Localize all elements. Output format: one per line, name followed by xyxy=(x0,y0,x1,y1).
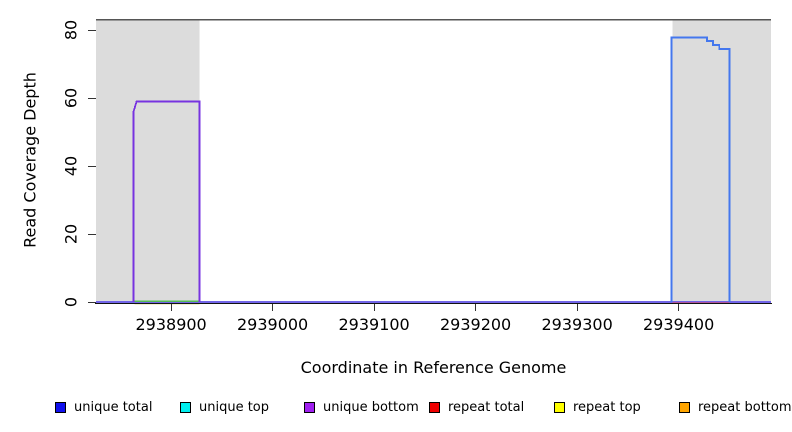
legend-label: unique top xyxy=(199,400,270,415)
y-axis-title: Read Coverage Depth xyxy=(20,72,40,248)
x-tick-label: 2938900 xyxy=(135,315,207,334)
legend-label: unique bottom xyxy=(323,400,419,415)
legend-item-unique-total: unique total xyxy=(55,400,152,415)
y-tick-label: 40 xyxy=(61,155,81,177)
legend-item-repeat-total: repeat total xyxy=(429,400,524,415)
right-gray-region xyxy=(672,20,771,303)
y-tick xyxy=(88,302,96,303)
chart-svg xyxy=(96,19,771,305)
x-tick-label: 2939300 xyxy=(541,315,613,334)
x-tick xyxy=(576,304,578,311)
plot-area xyxy=(96,19,771,305)
x-tick-label: 2939000 xyxy=(236,315,309,334)
legend-swatch-icon xyxy=(679,402,690,413)
legend-swatch-icon xyxy=(304,402,315,413)
y-tick-label: 0 xyxy=(61,296,81,308)
x-tick xyxy=(678,304,680,311)
legend-swatch-icon xyxy=(429,402,440,413)
y-tick xyxy=(88,166,96,167)
legend-swatch-icon xyxy=(180,402,191,413)
x-axis-line xyxy=(95,303,772,304)
y-tick xyxy=(88,234,96,235)
series-line-unique-bottom-block xyxy=(132,100,201,302)
legend-label: repeat top xyxy=(573,400,641,415)
legend-item-repeat-bottom: repeat bottom xyxy=(679,400,792,415)
series-line-unique-total-block xyxy=(670,36,731,302)
x-tick xyxy=(272,304,274,311)
legend-swatch-icon xyxy=(554,402,565,413)
x-tick xyxy=(373,304,375,311)
x-axis-title: Coordinate in Reference Genome xyxy=(300,358,567,377)
legend-item-unique-bottom: unique bottom xyxy=(304,400,419,415)
x-tick-label: 2939100 xyxy=(338,315,410,334)
legend-item-unique-top: unique top xyxy=(180,400,269,415)
legend-item-repeat-top: repeat top xyxy=(554,400,641,415)
legend-label: repeat total xyxy=(448,400,525,415)
left-gray-region xyxy=(96,20,200,303)
legend: unique total unique top unique bottom repea… xyxy=(0,400,792,422)
y-tick-label: 80 xyxy=(61,19,81,41)
y-tick xyxy=(88,98,96,99)
y-tick-label: 60 xyxy=(61,87,81,109)
x-tick-label: 2939400 xyxy=(642,315,715,334)
legend-label: repeat bottom xyxy=(698,400,792,415)
y-tick-label: 20 xyxy=(61,223,81,245)
x-tick-label: 2939200 xyxy=(439,315,512,334)
y-tick xyxy=(88,30,96,31)
x-tick xyxy=(170,304,172,311)
legend-label: unique total xyxy=(74,400,153,415)
x-tick xyxy=(475,304,477,311)
legend-swatch-icon xyxy=(55,402,66,413)
